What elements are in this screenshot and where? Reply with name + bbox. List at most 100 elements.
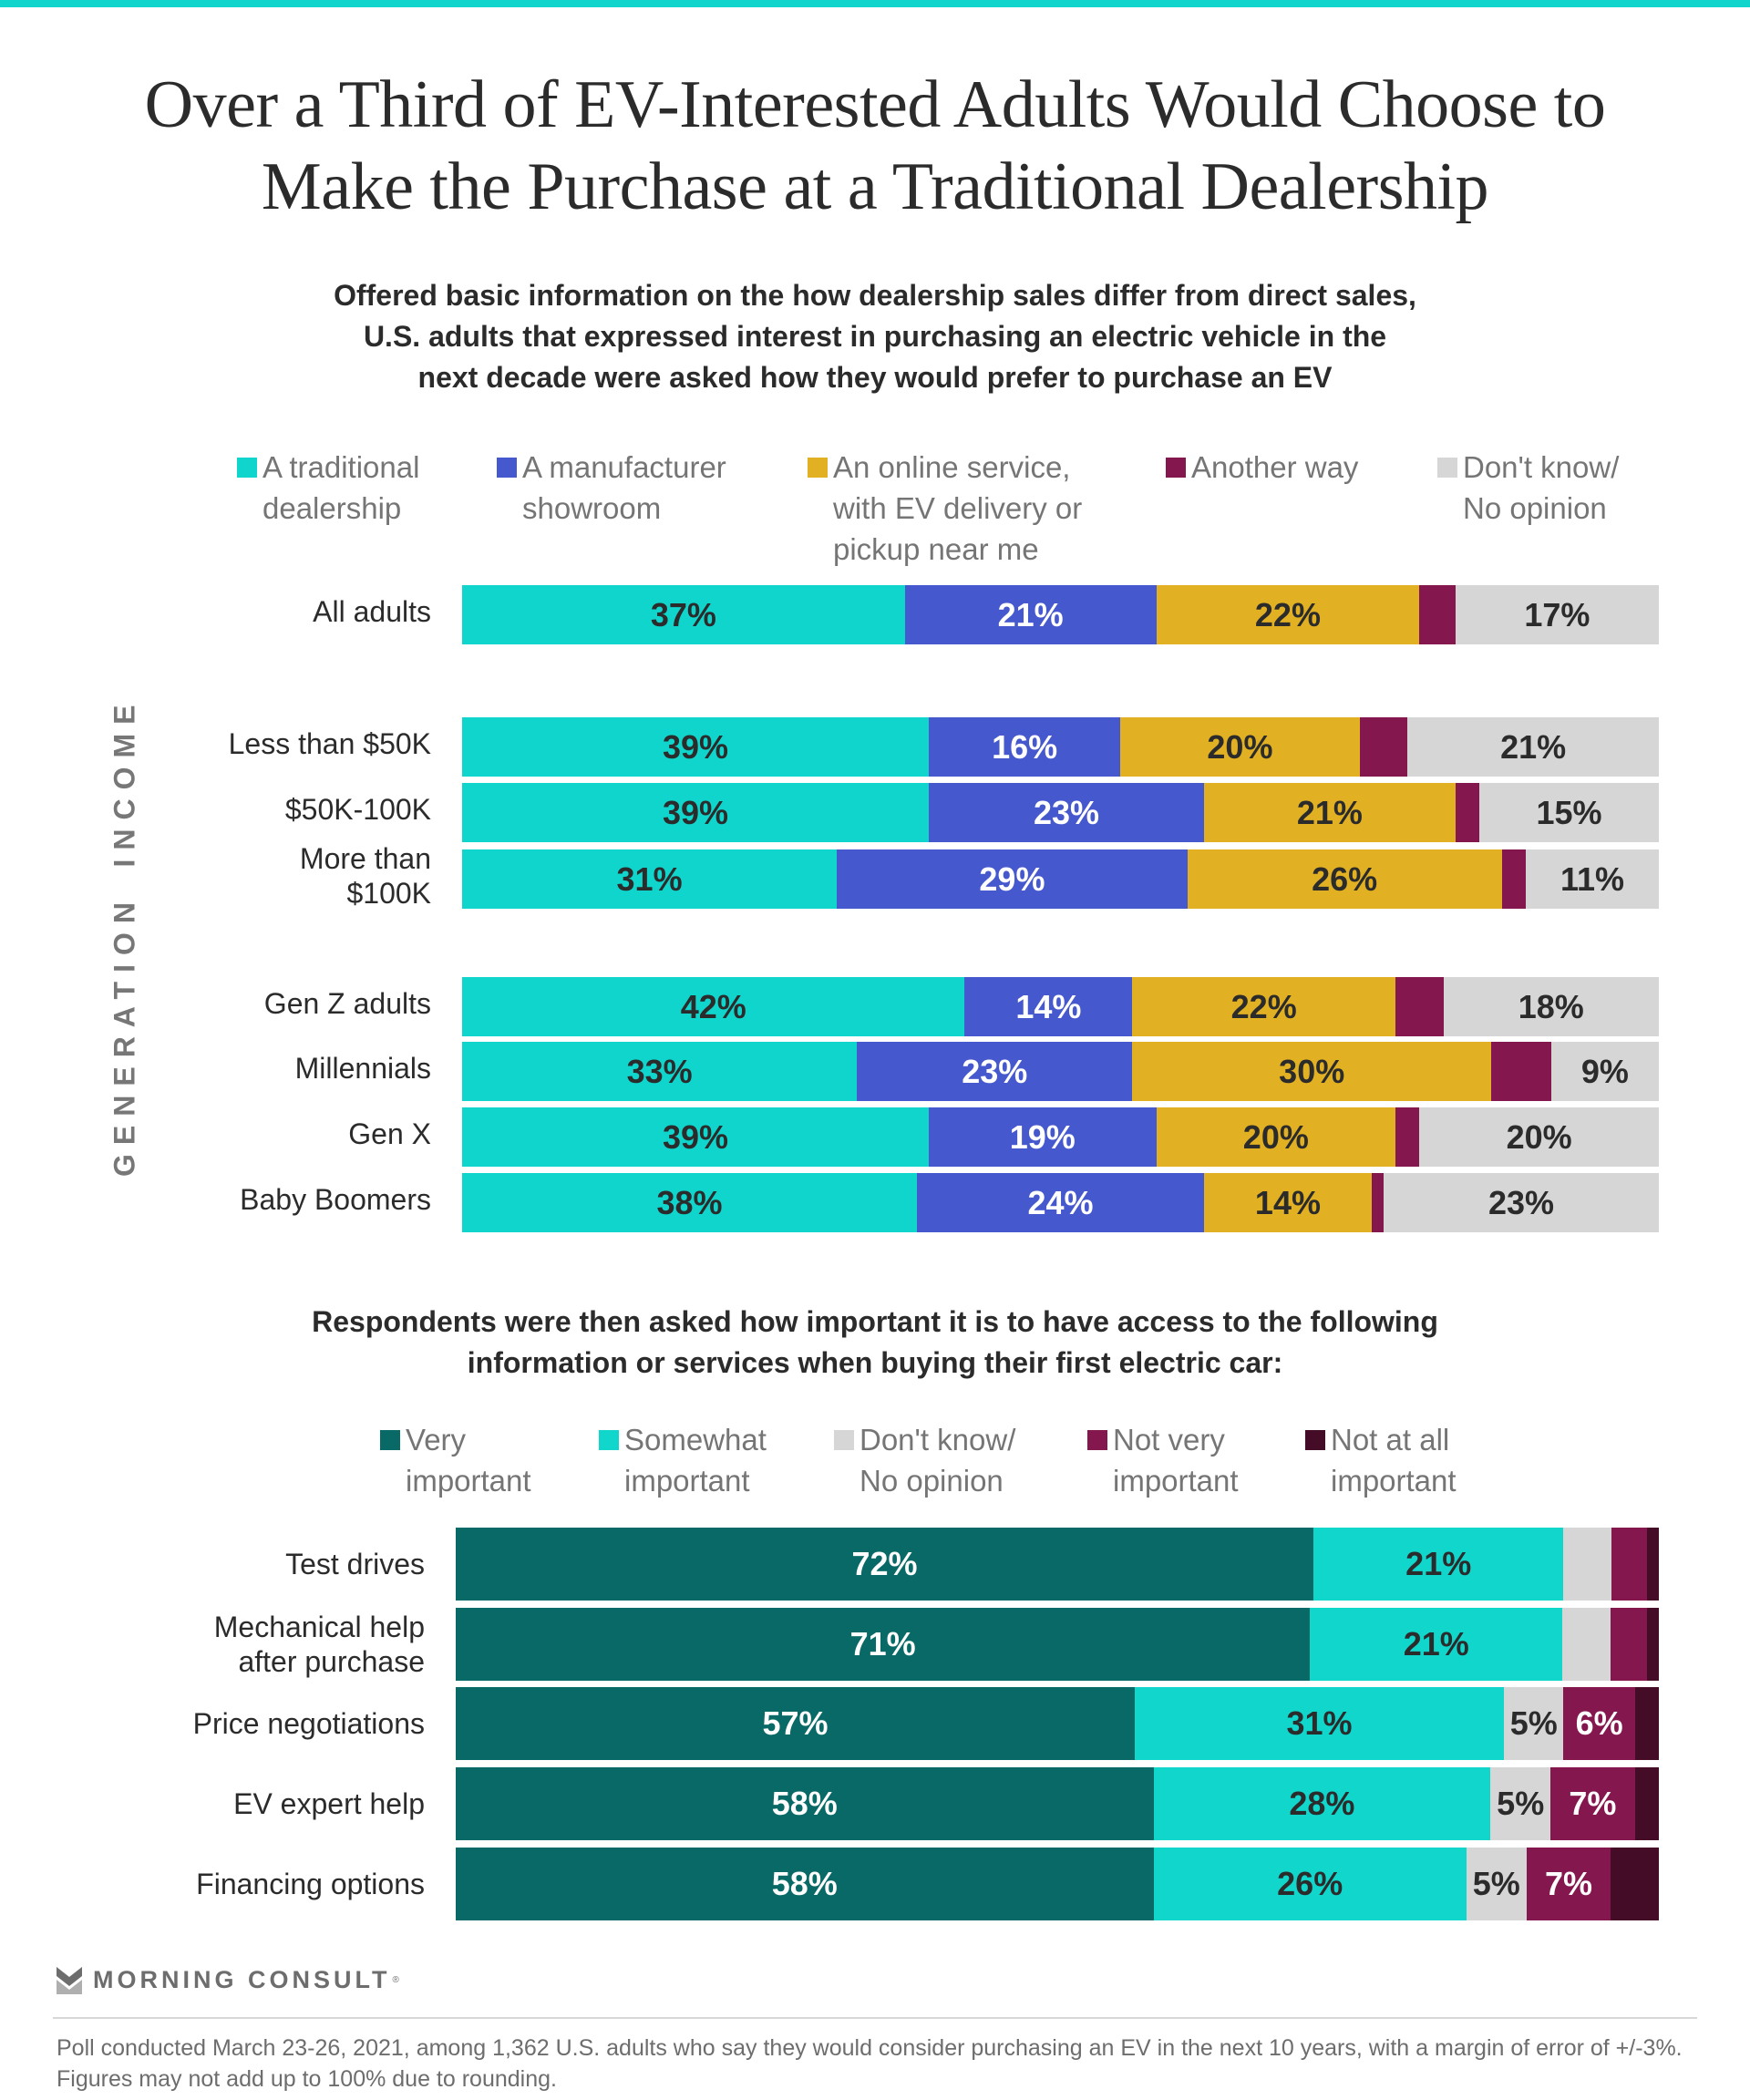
legend-swatch — [380, 1430, 400, 1450]
legend-swatch — [497, 458, 517, 478]
bar-segment-don-t-know-no-opinion: 20% — [1419, 1107, 1659, 1167]
bar-segment-very-important: 58% — [456, 1767, 1154, 1840]
chart2-subtitle-line: Respondents were then asked how importan… — [312, 1305, 1438, 1338]
row-label: Baby Boomers — [240, 1182, 431, 1216]
bar-segment-somewhat-important: 28% — [1153, 1767, 1491, 1840]
row-label: Financing options — [196, 1868, 425, 1900]
legend-label: Not at all important — [1331, 1423, 1457, 1498]
row-label: Millennials — [294, 1051, 431, 1085]
bar-segment-not-at-all-important — [1646, 1608, 1659, 1681]
bar-segment-a-traditional-dealership: 39% — [462, 1107, 930, 1167]
group-label-income: INCOME — [108, 695, 141, 868]
bar-segment-an-online-service-with-ev-delivery-or-pickup-near-me: 30% — [1132, 1042, 1492, 1101]
bar-segment-a-traditional-dealership: 33% — [462, 1042, 858, 1101]
bar-segment-don-t-know-no-opinion: 17% — [1455, 585, 1659, 644]
legend-swatch — [599, 1430, 619, 1450]
stacked-bar-financing-options: 58% 26% 5% 7% — [456, 1848, 1659, 1920]
bar-segment-an-online-service-with-ev-delivery-or-pickup-near-me: 20% — [1156, 1107, 1396, 1167]
legend-label: Somewhat important — [624, 1423, 767, 1498]
bar-segment-another-way — [1359, 717, 1408, 777]
bar-segment-don-t-know-no-opinion: 5% — [1490, 1767, 1551, 1840]
stacked-bar-gen-x: 39% 19% 20% 20% — [462, 1107, 1659, 1167]
morning-consult-logo: MORNING CONSULT ® — [57, 1966, 399, 1994]
bar-segment-another-way — [1419, 585, 1456, 644]
stacked-bar-all-adults: 37% 21% 22% 17% — [462, 585, 1659, 644]
legend-item-not-at-all-important: Not at all important — [1305, 1419, 1457, 1501]
legend-item-a-manufacturer-showroom: A manufacturer showroom — [497, 447, 726, 529]
legend-label: Don't know/ No opinion — [860, 1423, 1016, 1498]
row-label: Gen X — [348, 1117, 431, 1150]
chart2-subtitle: Respondents were then asked how importan… — [237, 1302, 1513, 1384]
page-title: Over a Third of EV-Interested Adults Wou… — [0, 64, 1750, 228]
bar-segment-a-manufacturer-showroom: 21% — [904, 585, 1157, 644]
row-label: Less than $50K — [228, 726, 431, 760]
registered-mark: ® — [392, 1975, 399, 1985]
title-line-2: Make the Purchase at a Traditional Deale… — [261, 149, 1489, 224]
bar-segment-a-traditional-dealership: 37% — [462, 585, 905, 644]
bar-segment-an-online-service-with-ev-delivery-or-pickup-near-me: 22% — [1156, 585, 1420, 644]
legend-item-a-traditional-dealership: A traditional dealership — [237, 447, 419, 529]
bar-segment-don-t-know-no-opinion: 18% — [1443, 977, 1659, 1036]
bar-segment-not-at-all-important — [1611, 1848, 1659, 1920]
legend-swatch — [808, 458, 828, 478]
legend-label: Very important — [406, 1423, 531, 1498]
row-label: Price negotiations — [192, 1707, 425, 1740]
bar-segment-very-important: 58% — [456, 1848, 1154, 1920]
bar-segment-a-manufacturer-showroom: 29% — [837, 849, 1188, 909]
legend-item-don-t-know-no-opinion: Don't know/ No opinion — [834, 1419, 1015, 1501]
legend-item-somewhat-important: Somewhat important — [599, 1419, 767, 1501]
bar-segment-a-traditional-dealership: 39% — [462, 717, 930, 777]
bar-segment-don-t-know-no-opinion: 5% — [1504, 1687, 1564, 1760]
stacked-bar-baby-boomers: 38% 24% 14% 23% — [462, 1173, 1659, 1232]
bar-segment-not-at-all-important — [1634, 1767, 1659, 1840]
legend-item-another-way: Another way — [1166, 447, 1358, 488]
bar-segment-a-manufacturer-showroom: 16% — [929, 717, 1121, 777]
bar-segment-very-important: 71% — [456, 1608, 1311, 1681]
stacked-bar-mechanical-help-after-purchase: 71% 21% — [456, 1608, 1659, 1681]
bar-segment-an-online-service-with-ev-delivery-or-pickup-near-me: 26% — [1187, 849, 1502, 909]
footnote: Poll conducted March 23-26, 2021, among … — [57, 2035, 1683, 2092]
bar-segment-an-online-service-with-ev-delivery-or-pickup-near-me: 20% — [1120, 717, 1360, 777]
chart2-subtitle-line: information or services when buying thei… — [467, 1346, 1283, 1379]
row-label: Gen Z adults — [263, 986, 431, 1020]
bar-segment-very-important: 72% — [456, 1528, 1313, 1601]
row-label: All adults — [313, 594, 431, 628]
bar-segment-a-manufacturer-showroom: 23% — [857, 1042, 1133, 1101]
bar-segment-a-manufacturer-showroom: 14% — [964, 977, 1133, 1036]
bar-segment-don-t-know-no-opinion: 11% — [1526, 849, 1659, 909]
bar-segment-an-online-service-with-ev-delivery-or-pickup-near-me: 22% — [1132, 977, 1396, 1036]
legend-item-an-online-service-with-ev-delivery-or-pickup-near-me: An online service, with EV delivery or p… — [808, 447, 1082, 570]
stacked-bar-ev-expert-help: 58% 28% 5% 7% — [456, 1767, 1659, 1840]
legend-item-not-very-important: Not very important — [1087, 1419, 1239, 1501]
bar-segment-not-very-important — [1611, 1608, 1647, 1681]
bar-segment-don-t-know-no-opinion — [1563, 1528, 1611, 1601]
bar-segment-not-very-important: 7% — [1550, 1767, 1635, 1840]
bar-segment-very-important: 57% — [456, 1687, 1135, 1760]
bar-segment-another-way — [1395, 977, 1444, 1036]
bar-segment-another-way — [1455, 783, 1480, 842]
logo-text: MORNING CONSULT — [93, 1966, 391, 1993]
legend-label: A manufacturer showroom — [522, 450, 726, 525]
legend-swatch — [1087, 1430, 1107, 1450]
chart1-subtitle: Offered basic information on the how dea… — [237, 275, 1513, 398]
row-label: $50K-100K — [284, 792, 431, 826]
bar-segment-a-manufacturer-showroom: 24% — [916, 1173, 1205, 1232]
bar-segment-somewhat-important: 21% — [1312, 1528, 1564, 1601]
bar-segment-not-at-all-important — [1634, 1687, 1659, 1760]
legend-swatch — [834, 1430, 854, 1450]
legend-swatch — [1437, 458, 1457, 478]
stacked-bar-price-negotiations: 57% 31% 5% 6% — [456, 1687, 1659, 1760]
bar-segment-another-way — [1371, 1173, 1384, 1232]
bar-segment-a-manufacturer-showroom: 23% — [929, 783, 1205, 842]
bar-segment-another-way — [1491, 1042, 1551, 1101]
bar-segment-not-very-important: 6% — [1563, 1687, 1635, 1760]
bar-segment-not-very-important: 7% — [1526, 1848, 1611, 1920]
bar-segment-somewhat-important: 26% — [1153, 1848, 1467, 1920]
title-line-1: Over a Third of EV-Interested Adults Wou… — [144, 67, 1606, 142]
bar-segment-don-t-know-no-opinion: 5% — [1466, 1848, 1527, 1920]
bar-segment-a-traditional-dealership: 42% — [462, 977, 965, 1036]
top-accent-bar — [0, 0, 1750, 7]
logo-chevron-icon — [57, 1966, 82, 1994]
bar-segment-don-t-know-no-opinion: 15% — [1479, 783, 1659, 842]
stacked-bar-gen-z-adults: 42% 14% 22% 18% — [462, 977, 1659, 1036]
